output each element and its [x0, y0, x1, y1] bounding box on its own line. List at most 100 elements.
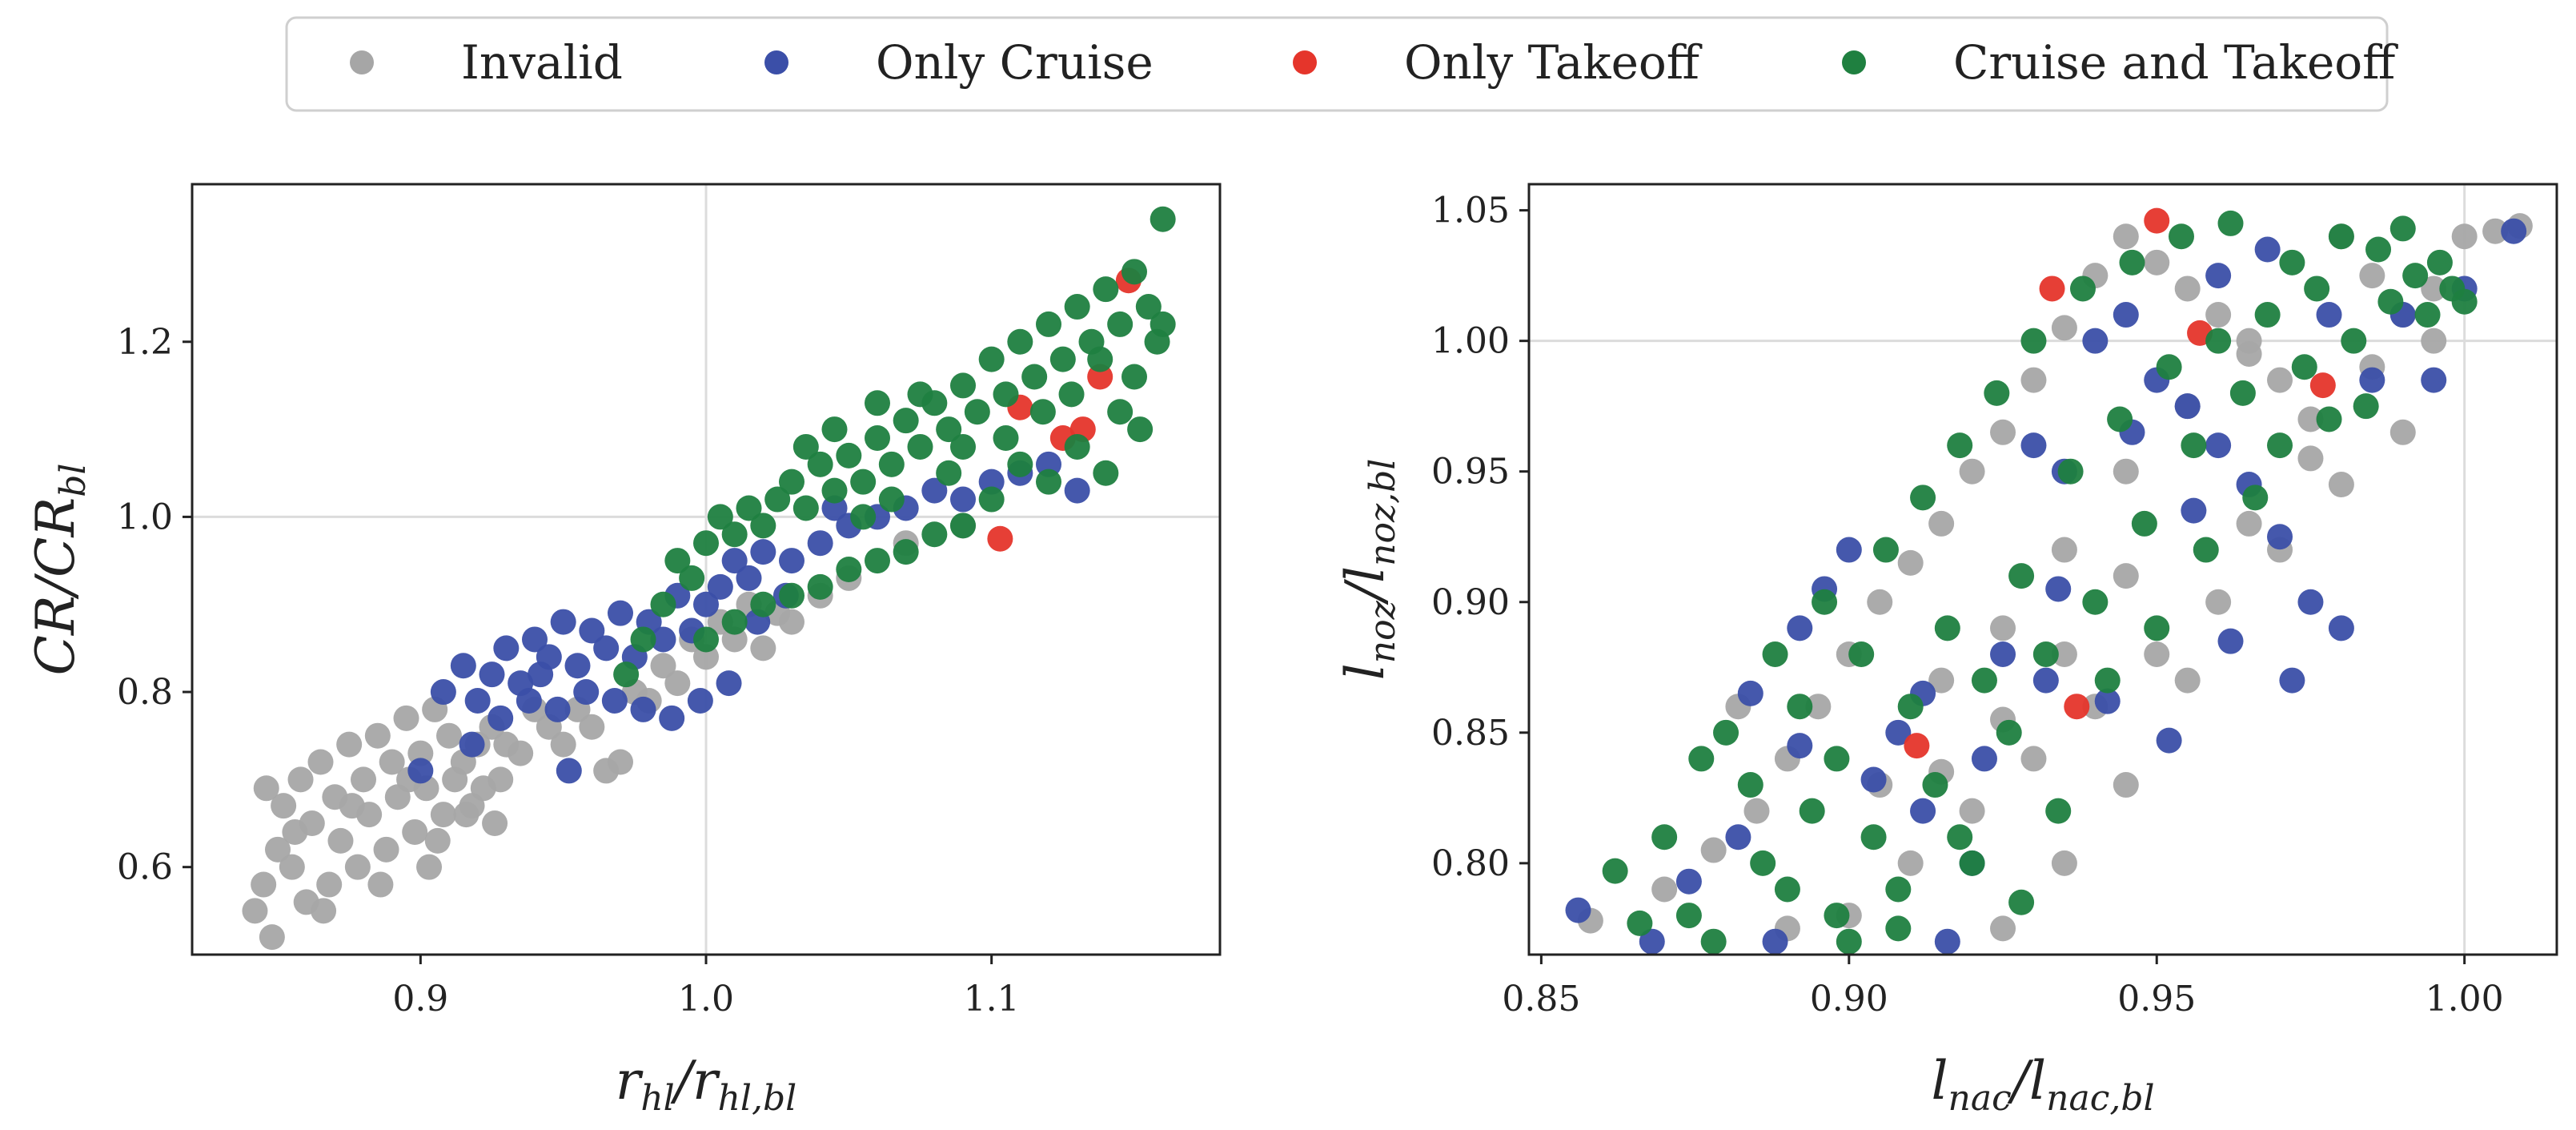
data-point [265, 836, 291, 863]
data-point [242, 898, 268, 924]
y-tick-label: 0.80 [1431, 843, 1510, 884]
data-point [1836, 537, 1862, 563]
data-point [1651, 876, 1678, 903]
data-point [750, 591, 776, 617]
data-point [987, 525, 1013, 552]
data-point [779, 609, 804, 635]
x-tick-label: 0.9 [392, 979, 448, 1019]
data-point [253, 775, 279, 802]
data-point [779, 468, 804, 495]
data-point [993, 381, 1019, 408]
data-point [430, 679, 456, 706]
data-point [373, 836, 399, 863]
data-point [1848, 641, 1875, 667]
data-point [750, 635, 776, 662]
data-point [1737, 772, 1763, 798]
data-point [407, 758, 434, 784]
data-point [850, 468, 877, 495]
data-point [2205, 328, 2232, 354]
data-point [964, 399, 990, 425]
x-tick-label: 0.90 [1810, 979, 1888, 1019]
data-point [1750, 850, 1776, 876]
data-point [1029, 399, 1056, 425]
data-point [2069, 275, 2096, 302]
data-point [950, 433, 976, 460]
data-point [2309, 372, 2336, 399]
data-point [2131, 510, 2157, 537]
data-point [2113, 563, 2139, 589]
data-point [1990, 641, 2016, 667]
data-point [736, 495, 762, 521]
data-point [2051, 537, 2077, 563]
data-point [2174, 393, 2201, 420]
data-point [1602, 858, 1628, 884]
data-point [1675, 903, 1702, 929]
data-point [593, 635, 620, 662]
data-point [2020, 328, 2047, 354]
data-point [693, 644, 719, 670]
data-point [1036, 451, 1061, 477]
data-point [693, 591, 719, 617]
data-point [2217, 210, 2244, 236]
right-chart-frame [1527, 183, 2558, 956]
data-point [601, 687, 628, 714]
data-point [1897, 549, 1924, 576]
data-point [936, 416, 962, 443]
data-point [878, 451, 905, 477]
data-point [282, 818, 308, 845]
data-point [2316, 406, 2342, 432]
data-point [721, 521, 748, 548]
y-tick-label: 0.90 [1431, 582, 1510, 623]
data-point [579, 617, 605, 644]
data-point [836, 442, 862, 468]
data-point [2389, 215, 2416, 242]
data-point [2020, 367, 2047, 393]
data-point [2328, 615, 2354, 641]
data-point [950, 486, 976, 513]
data-point [716, 670, 742, 697]
data-point [608, 600, 633, 626]
x-tick-label: 1.1 [964, 979, 1020, 1019]
data-point [1805, 694, 1832, 720]
data-point [450, 653, 476, 679]
data-point [528, 662, 554, 688]
data-point [1565, 897, 1591, 923]
left-chart-points [242, 206, 1176, 951]
data-point [950, 372, 976, 399]
data-point [1639, 928, 1665, 955]
data-point [522, 626, 548, 653]
data-point [1824, 903, 1850, 929]
right-chart-series-only-cruise [1565, 218, 2527, 955]
data-point [2082, 328, 2109, 354]
left-chart-y-axis-label: CR/CRbl [25, 464, 94, 676]
data-point [1058, 381, 1085, 408]
data-point [1984, 380, 2010, 406]
data-point [1049, 346, 1076, 372]
data-point [416, 854, 443, 880]
data-point [2328, 472, 2354, 498]
data-point [1688, 746, 1715, 772]
data-point [1934, 615, 1960, 641]
data-point [750, 513, 776, 539]
data-point [693, 626, 719, 653]
data-point [1928, 510, 1955, 537]
data-point [2094, 667, 2121, 694]
data-point [1836, 928, 1862, 955]
data-point [2144, 615, 2170, 641]
right-chart-series-cruise-and-takeoff [1602, 210, 2478, 955]
data-point [1762, 928, 1788, 955]
data-point [2421, 367, 2447, 393]
data-point [1860, 824, 1887, 851]
data-point [2094, 688, 2121, 714]
y-tick-label: 0.6 [117, 847, 173, 888]
data-point [2254, 302, 2281, 328]
data-point [556, 758, 582, 784]
data-point [1107, 399, 1134, 425]
data-point [613, 662, 640, 688]
data-point [508, 740, 534, 766]
data-point [573, 679, 600, 706]
data-point [821, 495, 848, 521]
data-point [287, 766, 314, 793]
data-point [2421, 275, 2447, 302]
data-point [2057, 458, 2084, 485]
